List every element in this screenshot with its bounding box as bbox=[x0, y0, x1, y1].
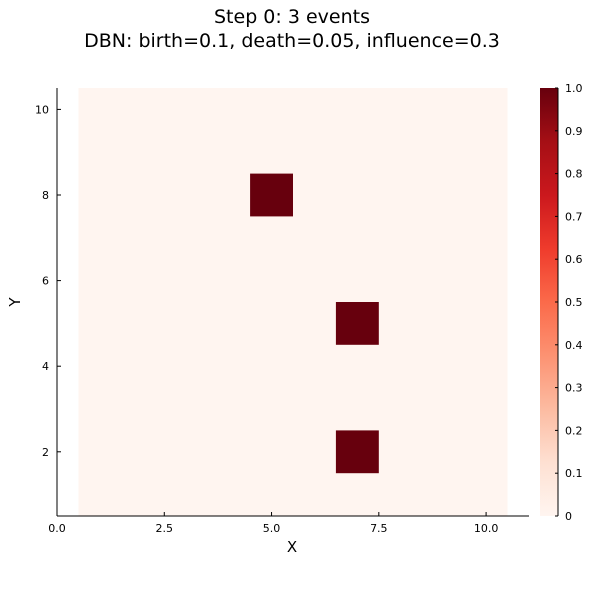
y-tick-label: 10 bbox=[35, 103, 49, 116]
x-tick-label: 7.5 bbox=[370, 522, 388, 535]
x-tick-label: 0.0 bbox=[48, 522, 66, 535]
x-tick-label: 10.0 bbox=[474, 522, 499, 535]
colorbar-tick-label: 0.4 bbox=[565, 339, 583, 352]
x-axis-label: X bbox=[287, 538, 297, 556]
colorbar-tick-label: 0.6 bbox=[565, 253, 583, 266]
colorbar-tick-label: 0 bbox=[565, 510, 572, 523]
y-tick-label: 8 bbox=[42, 189, 49, 202]
y-tick-label: 6 bbox=[42, 275, 49, 288]
colorbar-tick-label: 0.8 bbox=[565, 168, 583, 181]
colorbar-tick-label: 0.9 bbox=[565, 125, 583, 138]
y-tick-label: 2 bbox=[42, 446, 49, 459]
colorbar-gradient bbox=[540, 88, 558, 516]
chart-title-line2: DBN: birth=0.1, death=0.05, influence=0.… bbox=[84, 30, 500, 52]
x-tick-label: 5.0 bbox=[263, 522, 281, 535]
heatmap-background bbox=[78, 88, 508, 516]
y-axis-label: Y bbox=[6, 297, 24, 308]
x-axis-ticks: 0.0 2.5 5.0 7.5 10.0 bbox=[48, 512, 498, 535]
y-axis-ticks: 2 4 6 8 10 bbox=[35, 103, 61, 459]
colorbar-tick-label: 0.1 bbox=[565, 467, 583, 480]
heatmap-cell bbox=[335, 430, 379, 474]
colorbar-tick-label: 0.7 bbox=[565, 210, 583, 223]
colorbar-tick-label: 0.2 bbox=[565, 424, 583, 437]
colorbar-tick-label: 0.3 bbox=[565, 382, 583, 395]
plot-area: 0.0 2.5 5.0 7.5 10.0 2 4 6 8 10 bbox=[35, 88, 529, 535]
chart-title-line1: Step 0: 3 events bbox=[214, 6, 370, 28]
heatmap-cell bbox=[250, 173, 293, 217]
colorbar-ticks: 0 0.1 0.2 0.3 0.4 0.5 0.6 0.7 0.8 0.9 1.0 bbox=[555, 82, 583, 523]
heatmap-cells bbox=[250, 173, 379, 474]
y-tick-label: 4 bbox=[42, 360, 49, 373]
x-tick-label: 2.5 bbox=[156, 522, 174, 535]
colorbar-tick-label: 0.5 bbox=[565, 296, 583, 309]
colorbar-tick-label: 1.0 bbox=[565, 82, 583, 95]
colorbar: 0 0.1 0.2 0.3 0.4 0.5 0.6 0.7 0.8 0.9 1.0 bbox=[540, 82, 583, 523]
heatmap-cell bbox=[335, 302, 379, 345]
